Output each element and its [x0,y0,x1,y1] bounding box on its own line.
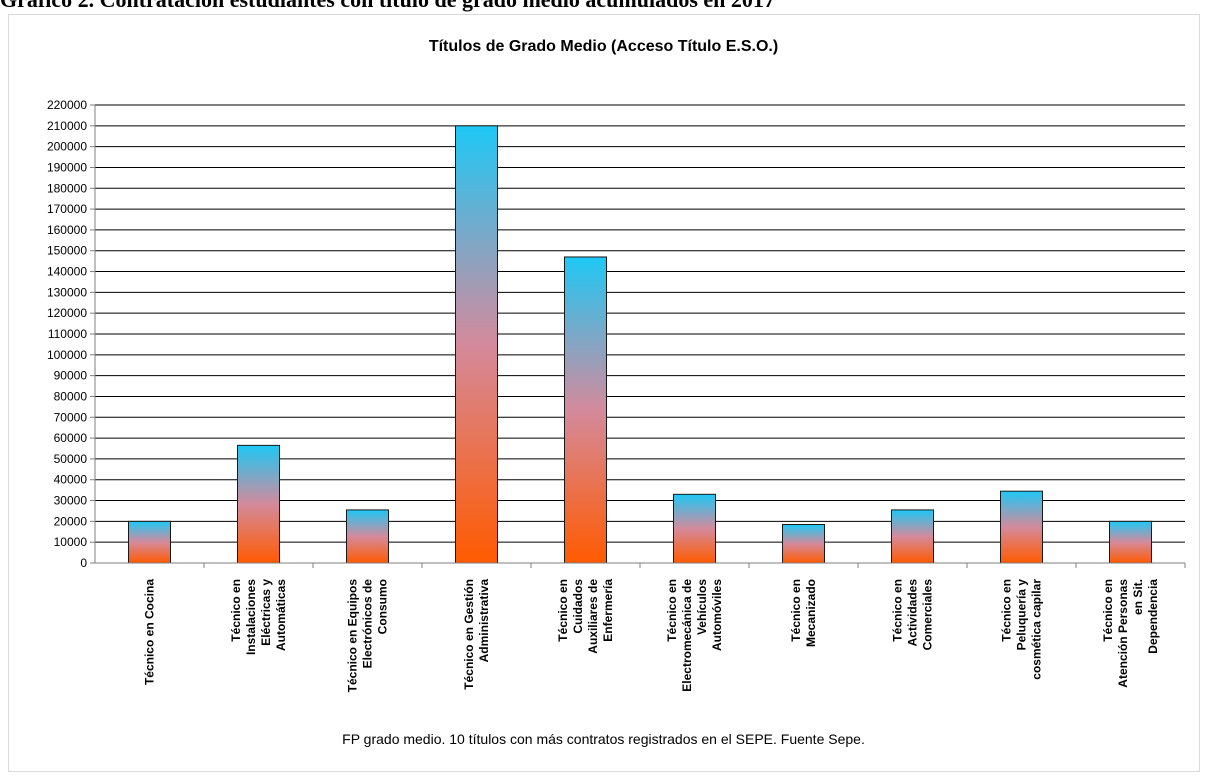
x-tick-label-line: Técnico en [556,579,570,642]
x-tick-label-line: Técnico en [1101,579,1115,642]
x-tick-label-line: Eléctricas y [259,579,273,646]
y-tick-label: 210000 [47,119,87,133]
y-tick-label: 220000 [47,98,87,112]
bars [128,125,1152,564]
x-tick-label-line: Automáticas [274,579,288,651]
x-tick-label-line: Dependencia [1146,579,1160,654]
x-tick-label: Técnico en Cuidados Auxiliares de Enfermerí… [556,579,615,654]
x-tick-label-line: Instalaciones [244,579,258,655]
y-tick-label: 160000 [47,223,87,237]
x-tick-label: Técnico en Equipos Electrónicos de Consumo [346,579,390,693]
y-tick-label: 60000 [54,431,88,445]
x-tick-label: Técnico en Peluquería y cosmética capilar [1000,579,1044,680]
bar [128,520,171,564]
y-tick-label: 170000 [47,202,87,216]
y-tick-label: 90000 [54,369,88,383]
x-tick-label-line: Técnico en Gestión [462,579,476,690]
y-tick-label: 140000 [47,265,87,279]
y-tick-label: 110000 [48,327,87,341]
chart-footer: FP grado medio. 10 títulos con más contr… [342,731,865,747]
x-tick-label: Técnico en Mecanizado [789,579,818,647]
x-tick-label-line: Técnico en [789,579,803,642]
y-tick-label: 180000 [47,181,87,195]
x-tick-label-line: en Sit. [1131,579,1145,615]
bar [564,256,607,564]
x-axis-labels: Técnico en Cocina Técnico en Instalaciones… [143,579,1161,693]
x-tick-label: Técnico en Cocina [143,579,157,685]
x-tick-label: Técnico en Gestión Administrativa [462,579,491,690]
x-tick-label-line: cosmética capilar [1030,579,1044,680]
x-tick-label-line: Peluquería y [1015,579,1029,651]
x-tick-label-line: Mecanizado [804,579,818,647]
x-tick-label-line: Electrónicos de [361,579,375,669]
x-tick-label: Técnico en Actividades Comerciales [891,579,935,651]
page-heading: Gráfico 2. Contratación estudiantes con … [0,0,1207,12]
y-tick-label: 10000 [54,535,88,549]
x-tick-label-line: Auxiliares de [586,579,600,654]
chart-title: Títulos de Grado Medio (Acceso Título E.… [428,38,779,55]
axes [90,105,1186,568]
y-tick-label: 150000 [47,244,87,258]
y-tick-label: 80000 [54,389,88,403]
bar [891,509,934,564]
x-tick-label-line: Técnico en Cocina [143,579,157,685]
bar [673,493,716,564]
y-tick-label: 120000 [47,306,87,320]
x-tick-label-line: Técnico en [891,579,905,642]
bar [346,509,389,564]
y-tick-label: 70000 [54,410,88,424]
y-tick-label: 40000 [54,473,88,487]
y-tick-label: 190000 [47,160,87,174]
y-tick-label: 50000 [54,452,88,466]
x-tick-label-line: Administrativa [477,579,491,663]
y-tick-label: 200000 [47,140,87,154]
y-tick-label: 100000 [47,348,87,362]
x-tick-label-line: Consumo [376,579,390,634]
x-tick-label-line: Cuidados [571,579,585,634]
bar [237,444,280,564]
y-tick-label: 130000 [47,285,87,299]
y-tick-label: 20000 [54,514,88,528]
x-tick-label-line: Actividades [906,579,920,647]
x-tick-label-line: Automóviles [710,579,724,651]
y-tick-label: 0 [80,556,87,570]
gridlines [95,104,1185,543]
x-tick-label: Técnico en Instalaciones Eléctricas y Autom… [229,579,288,655]
bar [1109,520,1152,564]
bar [782,523,825,564]
x-tick-label-line: Comerciales [921,579,935,651]
x-tick-label-line: Técnico en Equipos [346,579,360,693]
bar [1000,490,1043,564]
x-tick-label-line: Técnico en [229,579,243,642]
y-axis-ticks: 0 10000 20000 30000 40000 50000 60000 70000 8000… [47,98,95,570]
y-tick-label: 30000 [54,494,88,508]
x-tick-label-line: Enfermería [601,579,615,642]
x-tick-label-line: Electromecánica de [680,579,694,692]
x-tick-label-line: Técnico en [1000,579,1014,642]
x-tick-label-line: Atención Personas [1116,579,1130,688]
x-tick-label-line: Vehículos [695,579,709,635]
x-tick-label-line: Técnico en [665,579,679,642]
x-tick-label: Técnico en Electromecánica de Vehículos Aut… [665,579,724,692]
x-tick-label: Técnico en Atención Personas en Sit. Depend… [1101,579,1160,688]
bar [455,125,498,564]
